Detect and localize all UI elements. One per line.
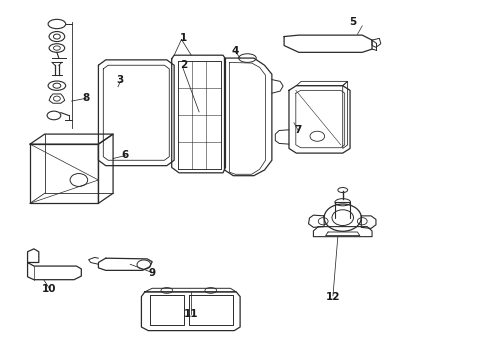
Text: 11: 11 [184,310,198,319]
Text: 8: 8 [83,93,90,103]
Text: 10: 10 [42,284,57,294]
Text: 4: 4 [232,46,239,56]
Text: 5: 5 [349,17,356,27]
Text: 12: 12 [326,292,340,302]
Text: 7: 7 [294,125,301,135]
Text: 3: 3 [117,75,124,85]
Text: 2: 2 [180,60,188,70]
Text: 6: 6 [122,150,129,160]
Text: 9: 9 [148,268,156,278]
Text: 1: 1 [180,33,188,43]
